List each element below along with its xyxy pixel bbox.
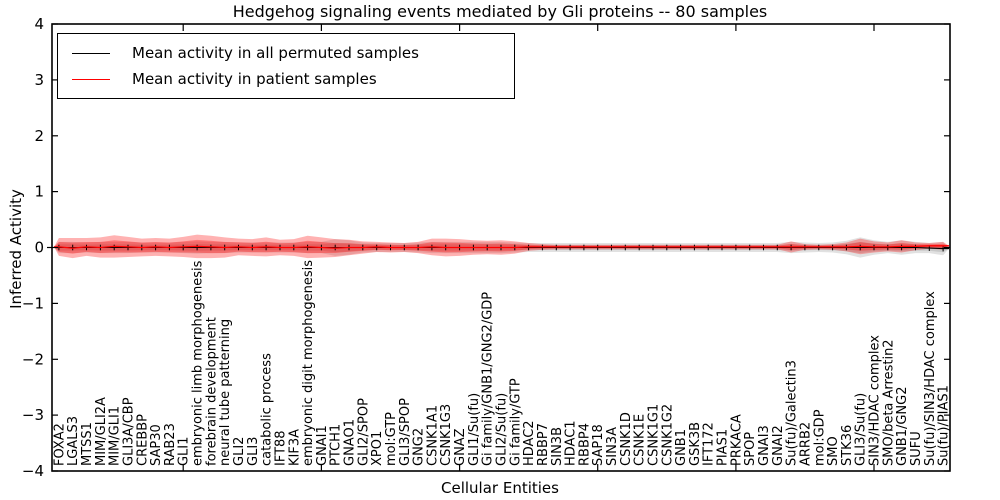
x-category-label: GNAI3 [757,425,772,466]
x-category-label: SMO/beta Arrestin2 [881,339,896,466]
patient-mean-line [54,245,949,249]
x-category-label: FOXA2 [52,423,67,466]
y-tick-label: −3 [22,406,44,424]
y-tick-label: −1 [22,294,44,312]
x-category-label: GNB1/GNG2 [895,386,910,466]
x-category-label: Gi family/GTP [508,378,523,466]
x-category-label: SAP30 [149,424,164,466]
x-category-label: GLI3A/CBP [122,397,137,466]
x-category-label: Su(fu)/SIN3/HDAC complex [923,291,938,466]
legend-item-permuted: Mean activity in all permuted samples [72,40,514,66]
x-category-label: SIN3A [605,427,620,466]
x-category-label: GSK3B [688,422,703,466]
x-category-label: PRKACA [729,414,744,466]
y-tick-label: 3 [34,71,44,89]
x-category-label: CSNK1E [633,414,648,466]
x-category-label: CSNK1D [619,412,634,466]
x-category-label: SMO [826,436,841,466]
x-category-label: SAP18 [591,424,606,466]
x-category-label: GLI2/Su(fu) [495,393,510,466]
x-category-label: PIAS1 [716,429,731,466]
x-category-label: MIM/GLI2A [94,397,109,466]
x-category-label: MIM/GLI1 [108,406,123,466]
legend-label-permuted: Mean activity in all permuted samples [132,44,419,62]
x-category-label: XPO1 [370,431,385,466]
x-category-label: neural tube patterning [218,319,233,466]
x-category-label: catabolic process [260,353,275,466]
x-category-label: STK36 [840,425,855,466]
x-category-label: IFT172 [702,422,717,466]
x-category-label: Su(fu)/Galectin3 [785,360,800,466]
x-category-label: embryonic limb morphogenesis [191,260,206,466]
x-category-label: GLI3/SPOP [398,398,413,466]
x-category-label: CSNK1G3 [439,404,454,466]
x-category-label: GLI2 [232,437,247,466]
patient-line-sample-icon [72,78,110,80]
x-category-label: HDAC1 [564,420,579,466]
x-category-label: HDAC2 [522,420,537,466]
x-category-label: LGALS3 [66,416,81,466]
x-category-label: GNG2 [412,428,427,466]
x-category-label: GLI2/SPOP [356,398,371,466]
legend-item-patient: Mean activity in patient samples [72,66,514,92]
x-category-label: Gi family/GNB1/GNG2/GDP [481,292,496,466]
x-category-label: GLI1 [177,437,192,466]
legend: Mean activity in all permuted samples Me… [57,33,515,99]
x-category-label: SIN3/HDAC complex [868,335,883,466]
x-axis-label: Cellular Entities [441,479,559,497]
y-tick-label: −4 [22,462,44,480]
y-tick-label: 4 [34,15,44,33]
x-category-label: GLI3 [246,437,261,466]
x-category-label: IFT88 [274,430,289,466]
x-category-label: CSNK1G2 [660,404,675,466]
x-category-label: mol:GTP [384,412,399,466]
x-category-label: GLI3/Su(fu) [854,393,869,466]
x-category-label: ARRB2 [798,422,813,466]
x-category-label: GLI1/Su(fu) [467,393,482,466]
x-category-label: RBBP7 [536,423,551,466]
x-category-label: embryonic digit morphogenesis [301,260,316,466]
x-category-label: forebrain development [204,317,219,466]
x-category-label: mol:GDP [812,409,827,466]
y-tick-label: 2 [34,127,44,145]
x-category-label: MTSS1 [80,422,95,466]
x-category-label: GNB1 [674,429,689,466]
permuted-line-sample-icon [72,52,110,54]
y-tick-label: −2 [22,350,44,368]
x-category-label: RAB23 [163,423,178,466]
x-category-label: KIF3A [287,429,302,466]
y-axis-label: Inferred Activity [7,189,25,309]
x-category-label: GNAZ [453,428,468,466]
x-category-label: GNAI2 [771,425,786,466]
x-category-label: GNAI1 [315,425,330,466]
x-category-label: SIN3B [550,427,565,466]
x-category-label: PTCH1 [329,424,344,466]
y-tick-label: 0 [34,239,44,257]
y-tick-label: 1 [34,183,44,201]
x-category-label: SPOP [743,432,758,466]
x-category-label: RBBP4 [577,423,592,466]
x-category-label: CSNK1G1 [647,404,662,466]
x-category-label: CREBBP [135,414,150,466]
legend-label-patient: Mean activity in patient samples [132,70,377,88]
x-category-label: GNAO1 [343,419,358,466]
x-category-label: Su(fu)/PIAS1 [937,385,952,466]
x-category-label: SUFU [909,431,924,466]
chart-title: Hedgehog signaling events mediated by Gl… [232,2,768,21]
x-category-label: CSNK1A1 [425,405,440,466]
